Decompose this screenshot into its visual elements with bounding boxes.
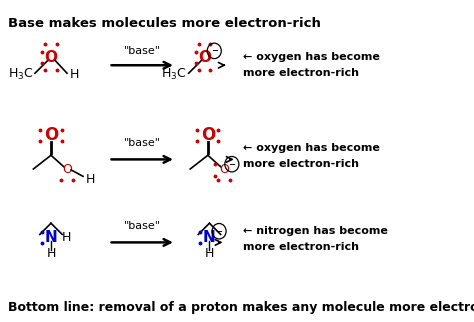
Text: "base": "base" [124, 138, 161, 148]
Text: O: O [201, 127, 215, 145]
Text: more electron-rich: more electron-rich [243, 68, 359, 78]
Text: H: H [205, 247, 214, 260]
Text: H$_3$C: H$_3$C [8, 67, 33, 82]
Text: O: O [62, 164, 72, 176]
Text: N: N [45, 230, 57, 245]
Text: ← nitrogen has become: ← nitrogen has become [243, 226, 388, 236]
Text: ← oxygen has become: ← oxygen has become [243, 52, 380, 62]
Text: −: − [216, 227, 223, 236]
Text: N: N [203, 230, 216, 245]
Text: O: O [219, 164, 229, 176]
Text: H: H [86, 173, 96, 186]
Text: H: H [46, 247, 55, 260]
Text: O: O [45, 50, 57, 65]
Text: ← oxygen has become: ← oxygen has become [243, 143, 380, 153]
Text: Base makes molecules more electron-rich: Base makes molecules more electron-rich [8, 17, 321, 30]
Text: O: O [198, 50, 211, 65]
Text: H: H [62, 231, 72, 244]
Text: more electron-rich: more electron-rich [243, 159, 359, 169]
Text: Bottom line: removal of a proton makes any molecule more electron-rich: Bottom line: removal of a proton makes a… [8, 301, 474, 314]
Text: H$_3$C: H$_3$C [162, 67, 187, 82]
Text: more electron-rich: more electron-rich [243, 242, 359, 252]
Text: "base": "base" [124, 221, 161, 231]
Text: O: O [44, 127, 58, 145]
Text: H: H [69, 68, 79, 81]
Text: "base": "base" [124, 46, 161, 56]
Text: −: − [211, 46, 218, 55]
Text: −: − [228, 160, 236, 169]
